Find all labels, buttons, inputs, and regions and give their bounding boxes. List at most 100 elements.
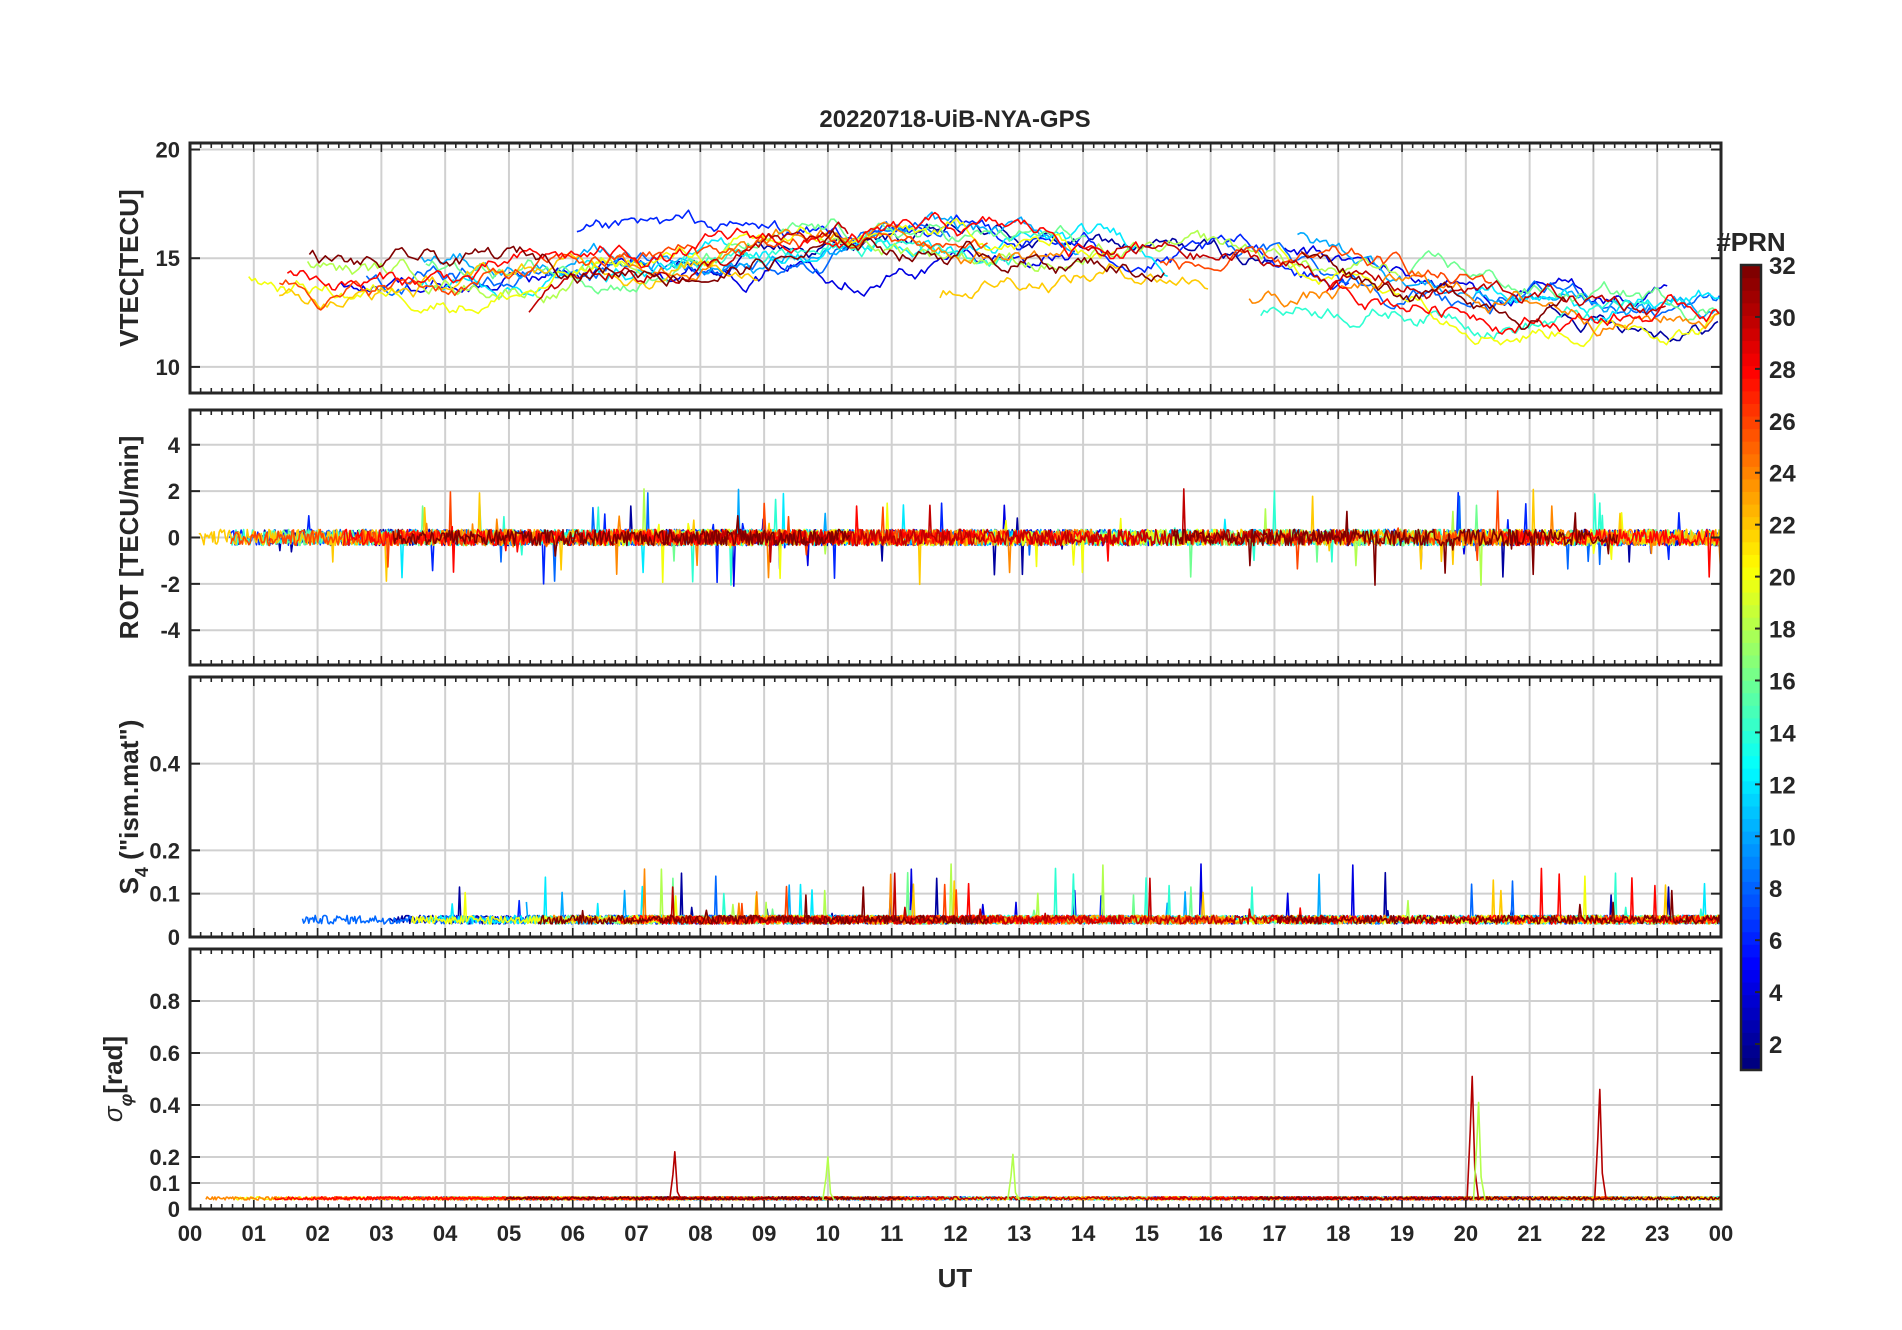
colorbar-swatch (1741, 755, 1761, 769)
x-tick-label: 12 (943, 1221, 967, 1246)
sigma-spike (1466, 1075, 1480, 1200)
colorbar-swatch (1741, 315, 1761, 329)
x-tick-label: 08 (688, 1221, 712, 1246)
x-tick-label: 06 (561, 1221, 585, 1246)
x-axis-label: UT (938, 1263, 973, 1293)
y-tick-label: 15 (156, 246, 180, 271)
series-prn-32 (392, 514, 851, 557)
colorbar-swatch (1741, 390, 1761, 404)
colorbar-swatch (1741, 856, 1761, 870)
colorbar-title: #PRN (1716, 227, 1785, 257)
y-tick-label: 0.1 (149, 1171, 180, 1196)
colorbar-swatch (1741, 290, 1761, 304)
series-prn-32 (1254, 1196, 1721, 1201)
y-tick-label: 10 (156, 355, 180, 380)
series-prn-22 (939, 263, 1209, 300)
y-axis-label-main: σ (98, 1105, 128, 1122)
panel-rot: -4 -2 0 2 4 ROT [TECU/min] (114, 408, 1723, 667)
colorbar-swatch (1741, 592, 1761, 606)
series-prn-10 (1297, 232, 1720, 320)
colorbar-tick-label: 4 (1769, 980, 1783, 1007)
series-prn-28 (286, 211, 1140, 291)
series-prn-28 (342, 505, 1146, 573)
colorbar-swatch (1741, 742, 1761, 757)
series-prn-26 (1159, 245, 1492, 285)
colorbar-swatch (1741, 843, 1761, 857)
colorbar-swatch (1741, 931, 1761, 945)
panel-vtec: 10 15 20 VTEC[TECU] (114, 138, 1723, 395)
x-tick-label: 23 (1645, 1221, 1669, 1246)
series-prn-32 (504, 1196, 905, 1201)
colorbar-tick-label: 8 (1769, 876, 1782, 903)
colorbar-swatch (1741, 428, 1761, 442)
y-axis-label: S4 ("ism.mat") (114, 720, 152, 895)
colorbar-swatch (1741, 353, 1761, 367)
colorbar-tick-label: 22 (1769, 513, 1796, 540)
colorbar-swatch (1741, 415, 1761, 430)
colorbar-swatch (1741, 340, 1761, 354)
colorbar-tick-label: 32 (1769, 253, 1796, 280)
x-tick-label: 07 (624, 1221, 648, 1246)
colorbar-swatch (1741, 919, 1761, 933)
y-axis-label-sub: 4 (132, 867, 152, 877)
x-tick-label: 16 (1198, 1221, 1222, 1246)
colorbar-swatch (1741, 868, 1761, 882)
colorbar-swatch (1741, 403, 1761, 417)
colorbar-swatch (1741, 1019, 1761, 1033)
colorbar-swatch (1741, 378, 1761, 392)
y-axis-label: VTEC[TECU] (114, 189, 144, 346)
colorbar-swatch (1741, 365, 1761, 379)
colorbar-swatch (1741, 805, 1761, 820)
x-tick-label: 18 (1326, 1221, 1350, 1246)
y-tick-label: 0.4 (149, 1093, 180, 1118)
y-tick-label: 2 (168, 479, 180, 504)
colorbar-swatch (1741, 730, 1761, 744)
y-tick-label: 20 (156, 138, 180, 163)
x-tick-label: 00 (178, 1221, 202, 1246)
x-tick-label: 04 (433, 1221, 458, 1246)
x-tick-label: 17 (1262, 1221, 1286, 1246)
series-prn-28 (1326, 279, 1720, 335)
x-tick-label: 22 (1581, 1221, 1605, 1246)
series-prn-14 (1079, 490, 1677, 563)
colorbar-tick-label: 2 (1769, 1032, 1782, 1059)
colorbar-tick-label: 26 (1769, 409, 1796, 436)
series-group (198, 488, 1721, 587)
y-tick-label: 0.6 (149, 1041, 180, 1066)
sigma-spike (1007, 1153, 1021, 1201)
colorbar-swatch (1741, 579, 1761, 593)
colorbar-swatch (1741, 969, 1761, 983)
series-prn-16 (425, 218, 1087, 295)
series-prn-26 (230, 491, 972, 568)
colorbar-swatch (1741, 881, 1761, 895)
y-axis-label-main: VTEC[TECU] (114, 189, 144, 346)
colorbar-swatch (1741, 265, 1761, 279)
colorbar-tick-label: 28 (1769, 357, 1796, 384)
colorbar-swatch (1741, 604, 1761, 618)
series-group (205, 1075, 1721, 1201)
colorbar-swatch (1741, 680, 1761, 694)
colorbar-swatch (1741, 944, 1761, 958)
colorbar-swatch (1741, 780, 1761, 794)
colorbar-swatch (1741, 529, 1761, 543)
series-prn-16 (1408, 250, 1720, 322)
colorbar-swatch (1741, 717, 1761, 731)
y-tick-label: 0.8 (149, 989, 180, 1014)
colorbar-swatch (1741, 981, 1761, 996)
y-axis-label-main: S (114, 877, 144, 894)
y-axis-label: ROT [TECU/min] (114, 436, 144, 640)
colorbar-tick-label: 24 (1769, 461, 1796, 488)
colorbar-swatch (1741, 566, 1761, 581)
colorbar-swatch (1741, 554, 1761, 568)
x-tick-label: 11 (880, 1221, 903, 1246)
colorbar-swatch (1741, 667, 1761, 681)
sigma-spike (668, 1151, 682, 1201)
y-tick-label: 0 (168, 1197, 180, 1222)
colorbar-swatch (1741, 692, 1761, 706)
series-prn-18 (306, 256, 643, 304)
colorbar-swatch (1741, 1032, 1761, 1046)
x-tick-label: 10 (816, 1221, 840, 1246)
